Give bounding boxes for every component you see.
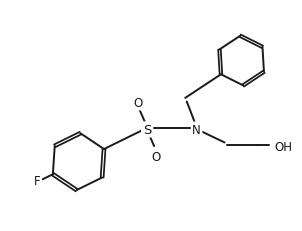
Text: S: S — [143, 123, 151, 136]
Text: O: O — [133, 97, 142, 109]
Text: OH: OH — [275, 140, 293, 153]
Text: N: N — [192, 123, 201, 136]
Text: O: O — [152, 150, 161, 163]
Text: F: F — [34, 175, 40, 188]
